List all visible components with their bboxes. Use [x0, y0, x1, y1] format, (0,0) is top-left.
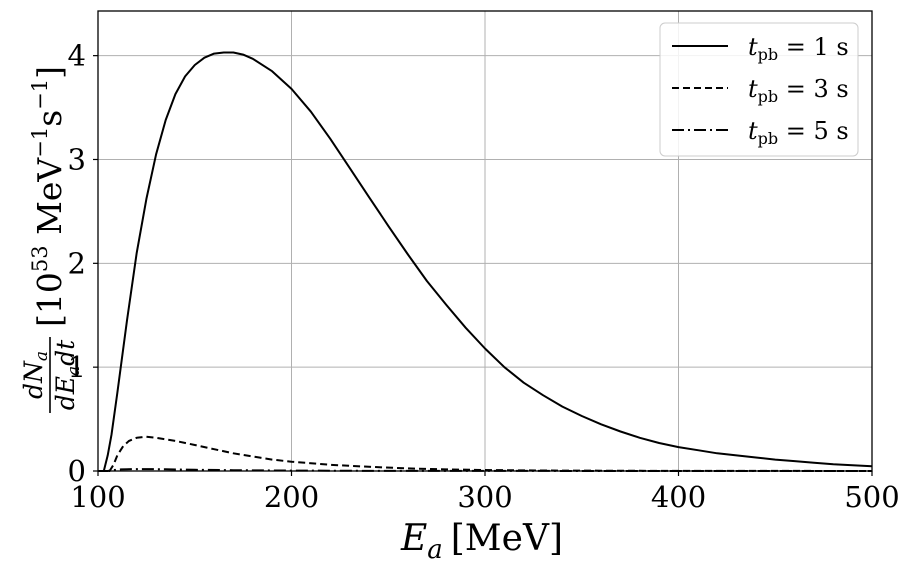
svg-text:dNa: dNa: [19, 351, 52, 399]
x-tick-label: 500: [844, 480, 899, 514]
series-lines: [98, 51, 873, 472]
svg-text:[1053 MeV−1s−1]: [1053 MeV−1s−1]: [28, 66, 69, 327]
x-tick-label: 200: [264, 480, 319, 514]
legend-label-2: tpb = 3 s: [748, 75, 849, 106]
legend-label-1: tpb = 1 s: [748, 33, 849, 64]
x-tick-label: 400: [651, 480, 706, 514]
y-tick-label: 0: [68, 454, 86, 488]
ticks: 100 200 300 400 500 0 1 2 3 4: [68, 39, 900, 514]
y-tick-label: 2: [68, 246, 86, 280]
svg-text:dEadt: dEadt: [51, 339, 84, 410]
legend-label-3: tpb = 5 s: [748, 117, 849, 148]
y-tick-label: 4: [68, 39, 86, 73]
y-axis-label: dNa dEadt [1053 MeV−1s−1]: [19, 66, 84, 413]
x-axis-label: Ea [MeV]: [400, 518, 563, 565]
y-tick-label: 3: [68, 142, 86, 176]
legend: tpb = 1 s tpb = 3 s tpb = 5 s: [659, 22, 859, 157]
series-line-1: [98, 51, 873, 472]
series-line-3: [98, 468, 872, 472]
x-tick-label: 300: [457, 480, 512, 514]
x-tick-label: 100: [70, 480, 125, 514]
y-tick-label: 1: [68, 350, 86, 384]
legend-box: [659, 22, 859, 157]
